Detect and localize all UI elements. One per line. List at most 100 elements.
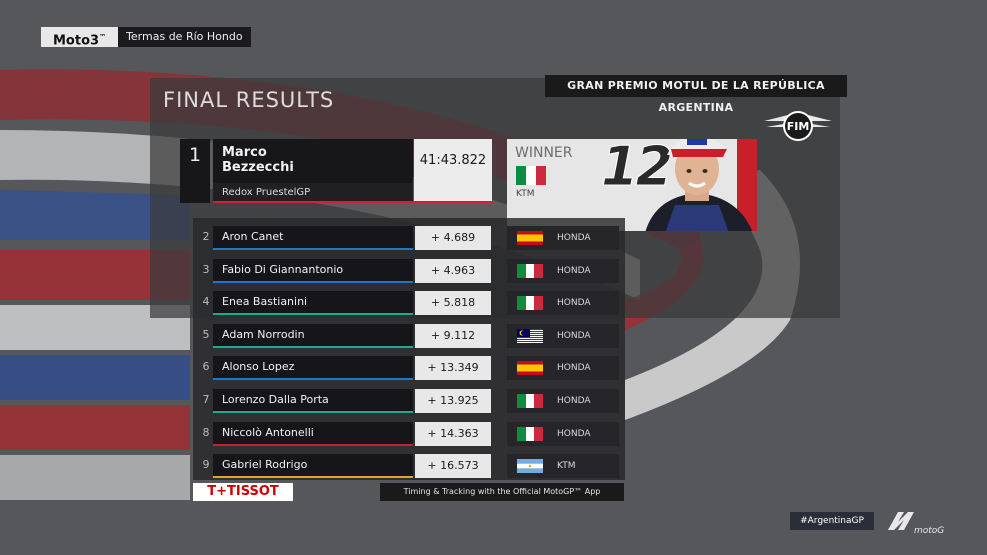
- time-gap: + 4.689: [415, 226, 491, 250]
- winner-time-strip: [414, 183, 492, 201]
- manufacturer-label: HONDA: [557, 396, 591, 406]
- manufacturer-label: HONDA: [557, 363, 591, 374]
- circuit-name: Termas de Río Hondo: [118, 27, 251, 47]
- hashtag-badge: #ArgentinaGP: [790, 512, 874, 530]
- rider-name: Niccolò Antonelli: [213, 421, 413, 446]
- row-position: 6: [202, 360, 210, 374]
- page-title: FINAL RESULTS: [163, 88, 335, 112]
- card-red-stripe: [737, 139, 757, 231]
- result-row: 7 Lorenzo Dalla Porta + 13.925 HONDA: [193, 387, 625, 413]
- winner-accent-bar: [213, 201, 493, 203]
- manufacturer-label: HONDA: [557, 428, 591, 439]
- italy-flag-icon: [516, 166, 546, 185]
- rider-name-text: Aron Canet: [222, 230, 284, 243]
- nation-manufacturer: HONDA: [507, 421, 619, 446]
- nation-manufacturer: KTM: [507, 454, 619, 479]
- team-color-bar: [213, 345, 413, 348]
- manufacturer-label: HONDA: [557, 298, 591, 309]
- row-position: 8: [202, 425, 210, 439]
- result-row: 9 Gabriel Rodrigo + 16.573 KTM: [193, 452, 625, 479]
- time-gap: + 4.963: [415, 258, 491, 283]
- italy-flag-icon: [517, 394, 543, 408]
- manufacturer-label: KTM: [557, 461, 576, 472]
- italy-flag-icon: [517, 263, 543, 278]
- spain-flag-icon: [517, 231, 543, 245]
- nation-manufacturer: HONDA: [507, 356, 619, 381]
- nation-manufacturer: HONDA: [507, 291, 619, 316]
- rider-name-text: Gabriel Rodrigo: [222, 458, 308, 472]
- winner-team: Redox PruestelGP: [213, 183, 413, 203]
- row-position: 2: [202, 230, 210, 243]
- winner-time: 41:43.822: [414, 139, 492, 183]
- rider-name: Fabio Di Giannantonio: [213, 258, 413, 283]
- spain-flag-icon: [517, 361, 543, 376]
- italy-flag-icon: [517, 426, 543, 441]
- time-gap: + 5.818: [415, 291, 491, 316]
- result-row: 6 Alonso Lopez + 13.349 HONDA: [193, 354, 625, 381]
- rider-name: Lorenzo Dalla Porta: [213, 389, 413, 413]
- italy-flag-icon: [517, 296, 543, 311]
- nation-manufacturer: HONDA: [507, 226, 619, 250]
- result-row: 4 Enea Bastianini + 5.818 HONDA: [193, 289, 625, 316]
- manufacturer-label: HONDA: [557, 265, 591, 276]
- nation-manufacturer: HONDA: [507, 258, 619, 283]
- winner-card: WINNER KTM 12: [507, 139, 757, 231]
- row-position: 7: [202, 393, 210, 406]
- argentina-flag-icon: [517, 459, 543, 474]
- nation-manufacturer: HONDA: [507, 389, 619, 413]
- time-gap: + 16.573: [415, 454, 491, 479]
- winner-label: WINNER: [515, 145, 573, 161]
- rider-name: Alonso Lopez: [213, 356, 413, 381]
- rider-portrait-icon: [645, 139, 753, 231]
- winner-last-name: Bezzecchi: [222, 160, 294, 175]
- winner-name: Marco Bezzecchi: [213, 139, 413, 183]
- result-row: 5 Adam Norrodin + 9.112 HONDA: [193, 322, 625, 348]
- rider-name-text: Enea Bastianini: [222, 295, 308, 309]
- fim-logo-text: FIM: [787, 120, 810, 133]
- winner-first-name: Marco: [222, 145, 267, 160]
- rider-name-text: Lorenzo Dalla Porta: [222, 393, 329, 406]
- grand-prix-title: GRAN PREMIO MOTUL DE LA REPÚBLICA ARGENT…: [545, 75, 847, 114]
- time-gap: + 9.112: [415, 323, 491, 348]
- rider-name: Adam Norrodin: [213, 323, 413, 348]
- time-gap: + 14.363: [415, 421, 491, 446]
- row-position: 9: [202, 458, 210, 472]
- rider-name-text: Niccolò Antonelli: [222, 425, 314, 439]
- time-gap: + 13.925: [415, 389, 491, 413]
- class-label: Moto3™: [41, 27, 119, 48]
- malaysia-flag-icon: [517, 328, 543, 343]
- team-color-bar: [213, 411, 413, 413]
- nation-manufacturer: HONDA: [507, 323, 619, 348]
- winner-manufacturer: KTM: [516, 189, 535, 199]
- team-color-bar: [213, 313, 413, 316]
- results-table: 2 Aron Canet + 4.689 HONDA 3 Fabio Di Giannan…: [193, 218, 625, 480]
- team-color-bar: [213, 443, 413, 446]
- class-circuit-bar: Moto3™ Termas de Río Hondo: [41, 27, 251, 48]
- result-row: 3 Fabio Di Giannantonio + 4.963 HONDA: [193, 257, 625, 283]
- time-gap: + 13.349: [415, 356, 491, 381]
- winner-position: 1: [180, 139, 210, 203]
- rider-name-text: Fabio Di Giannantonio: [222, 262, 344, 276]
- result-row: 2 Aron Canet + 4.689 HONDA: [193, 224, 625, 250]
- row-position: 3: [202, 262, 210, 276]
- manufacturer-label: HONDA: [557, 233, 591, 243]
- result-row: 8 Niccolò Antonelli + 14.363 HONDA: [193, 420, 625, 446]
- fim-logo-icon: FIM: [764, 111, 832, 141]
- rider-name: Gabriel Rodrigo: [213, 454, 413, 479]
- rider-name-text: Alonso Lopez: [222, 360, 295, 374]
- rider-name: Enea Bastianini: [213, 291, 413, 316]
- row-position: 4: [202, 295, 210, 309]
- manufacturer-label: HONDA: [557, 330, 591, 341]
- tissot-logo: T+TISSOT: [193, 483, 293, 501]
- team-color-bar: [213, 476, 413, 479]
- rider-name-text: Adam Norrodin: [222, 327, 305, 341]
- rider-number: 12: [600, 139, 673, 199]
- motogp-logo-icon: motoGP: [888, 512, 944, 536]
- team-color-bar: [213, 378, 413, 381]
- rider-name: Aron Canet: [213, 226, 413, 250]
- team-color-bar: [213, 248, 413, 250]
- timing-caption: Timing & Tracking with the Official Moto…: [380, 483, 624, 501]
- motogp-logo-text: motoGP: [914, 526, 944, 536]
- row-position: 5: [202, 327, 210, 341]
- team-color-bar: [213, 280, 413, 283]
